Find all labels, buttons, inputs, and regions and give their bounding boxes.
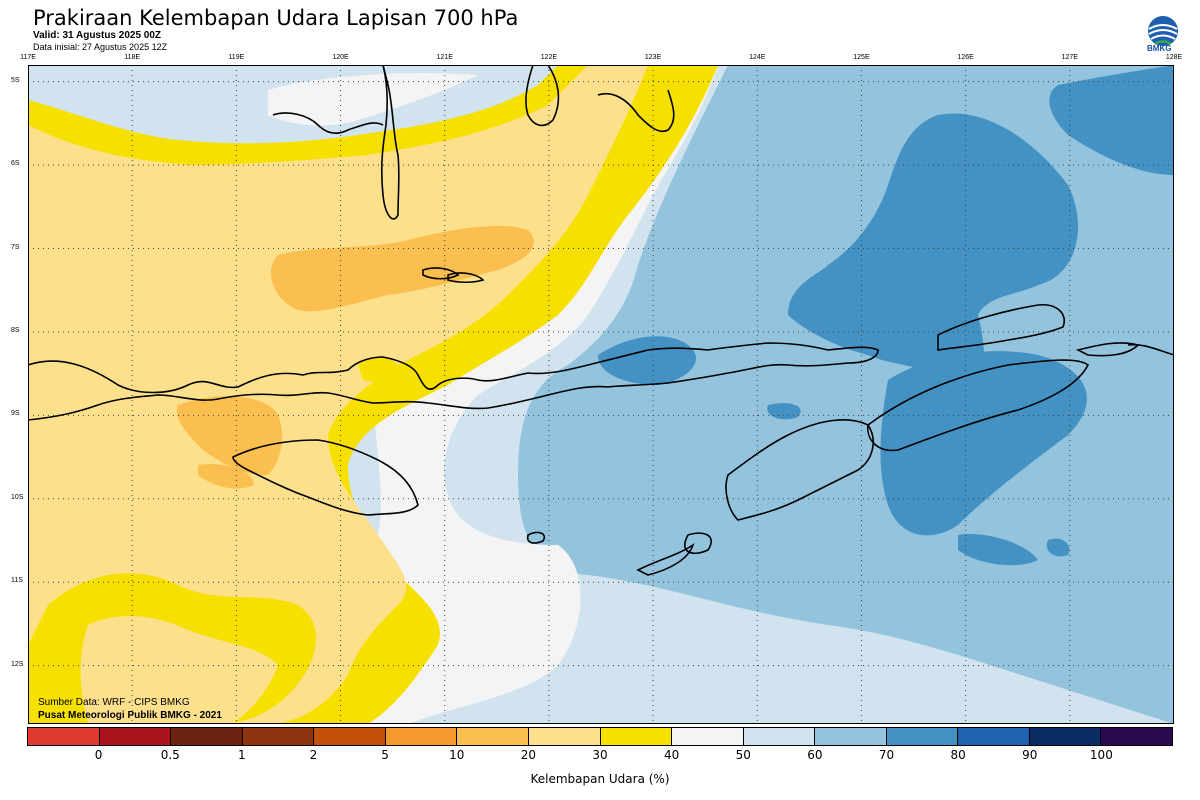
humidity-zone-70-80	[788, 113, 1078, 385]
lat-label: 9S	[11, 410, 20, 418]
colorbar-tick-label: 70	[878, 748, 895, 762]
colorbar-swatch	[815, 728, 887, 745]
colorbar-swatch	[242, 728, 315, 745]
credit-source: Sumber Data: WRF - CIPS BMKG	[38, 697, 190, 708]
lon-label: 117E	[20, 54, 36, 61]
bmkg-logo-text: BMKG	[1147, 44, 1172, 53]
humidity-zone-40-50	[328, 65, 718, 724]
colorbar-swatch	[171, 728, 243, 745]
colorbar-tick-label: 10	[449, 748, 465, 762]
colorbar-swatch	[99, 728, 172, 745]
humidity-zone-70-80	[1046, 538, 1070, 557]
humidity-zone-10-20	[198, 464, 254, 489]
lon-label: 125E	[853, 54, 870, 61]
lon-label: 122E	[540, 54, 558, 61]
map-title: Prakiraan Kelembapan Udara Lapisan 700 h…	[33, 6, 519, 30]
colorbar-swatch	[385, 728, 458, 745]
colorbar-swatch	[743, 728, 816, 745]
colorbar-swatch	[886, 728, 959, 745]
colorbar-tick-label: 0.5	[160, 748, 180, 762]
valid-time: Valid: 31 Agustus 2025 00Z	[33, 30, 162, 41]
lon-label: 118E	[124, 54, 141, 61]
colorbar-tick-label: 90	[1022, 748, 1038, 762]
lat-label: 11S	[11, 577, 23, 585]
humidity-zone-10-20	[177, 396, 283, 476]
coastline	[28, 65, 1174, 576]
colorbar-swatch	[1101, 728, 1172, 745]
colorbar-tick-label: 20	[520, 748, 537, 762]
colorbar	[27, 727, 1173, 746]
colorbar-tick-label: 60	[807, 748, 823, 762]
colorbar-tick-label: 100	[1089, 748, 1113, 762]
lon-label: 128E	[1165, 54, 1183, 61]
lat-label: 5S	[11, 76, 20, 84]
colorbar-swatch	[958, 728, 1030, 745]
lat-label: 12S	[11, 660, 24, 668]
lon-label: 121E	[436, 54, 453, 61]
colorbar-tick-label: 30	[592, 748, 608, 762]
map-gridlines	[28, 65, 1174, 724]
colorbar-tick-label: 2	[309, 748, 318, 762]
humidity-zone-70-80	[767, 403, 801, 420]
colorbar-tick-label: 0	[94, 748, 103, 762]
colorbar-tick-label: 50	[735, 748, 751, 762]
init-time: Data inisial: 27 Agustus 2025 12Z	[33, 42, 168, 52]
colorbar-tick-label: 80	[950, 748, 966, 762]
colorbar-swatch	[314, 728, 386, 745]
credit-org: Pusat Meteorologi Publik BMKG - 2021	[38, 710, 222, 721]
humidity-zone-20-30	[80, 615, 278, 724]
humidity-zone-70-80	[880, 351, 1087, 536]
lon-label: 124E	[749, 54, 766, 61]
humidity-zone-70-80	[958, 534, 1038, 566]
colorbar-swatch	[457, 728, 529, 745]
colorbar-tick-label: 1	[238, 748, 246, 762]
lon-label: 123E	[644, 54, 662, 61]
colorbar-swatch	[528, 728, 601, 745]
lon-label: 119E	[228, 54, 245, 61]
humidity-zone-30-40	[358, 357, 398, 382]
colorbar-swatch	[600, 728, 673, 745]
lon-label: 127E	[1061, 54, 1078, 61]
lat-label: 6S	[11, 160, 20, 168]
colorbar-swatch	[1029, 728, 1102, 745]
lat-label: 8S	[11, 326, 20, 334]
colorbar-tick-label: 5	[381, 748, 389, 762]
colorbar-tick-label: 40	[663, 748, 680, 762]
colorbar-swatch	[28, 728, 100, 745]
colorbar-title: Kelembapan Udara (%)	[530, 772, 670, 786]
lat-label: 7S	[11, 243, 20, 251]
lat-label: 10S	[11, 493, 24, 501]
bmkg-logo-icon	[1148, 16, 1178, 46]
colorbar-swatch	[672, 728, 744, 745]
lon-label: 120E	[332, 54, 349, 61]
humidity-zone-10-20	[270, 225, 534, 312]
humidity-map	[28, 65, 1174, 724]
humidity-zone-70-80	[1049, 65, 1174, 175]
humidity-zone-40-50	[268, 73, 478, 126]
lon-label: 126E	[957, 54, 974, 61]
